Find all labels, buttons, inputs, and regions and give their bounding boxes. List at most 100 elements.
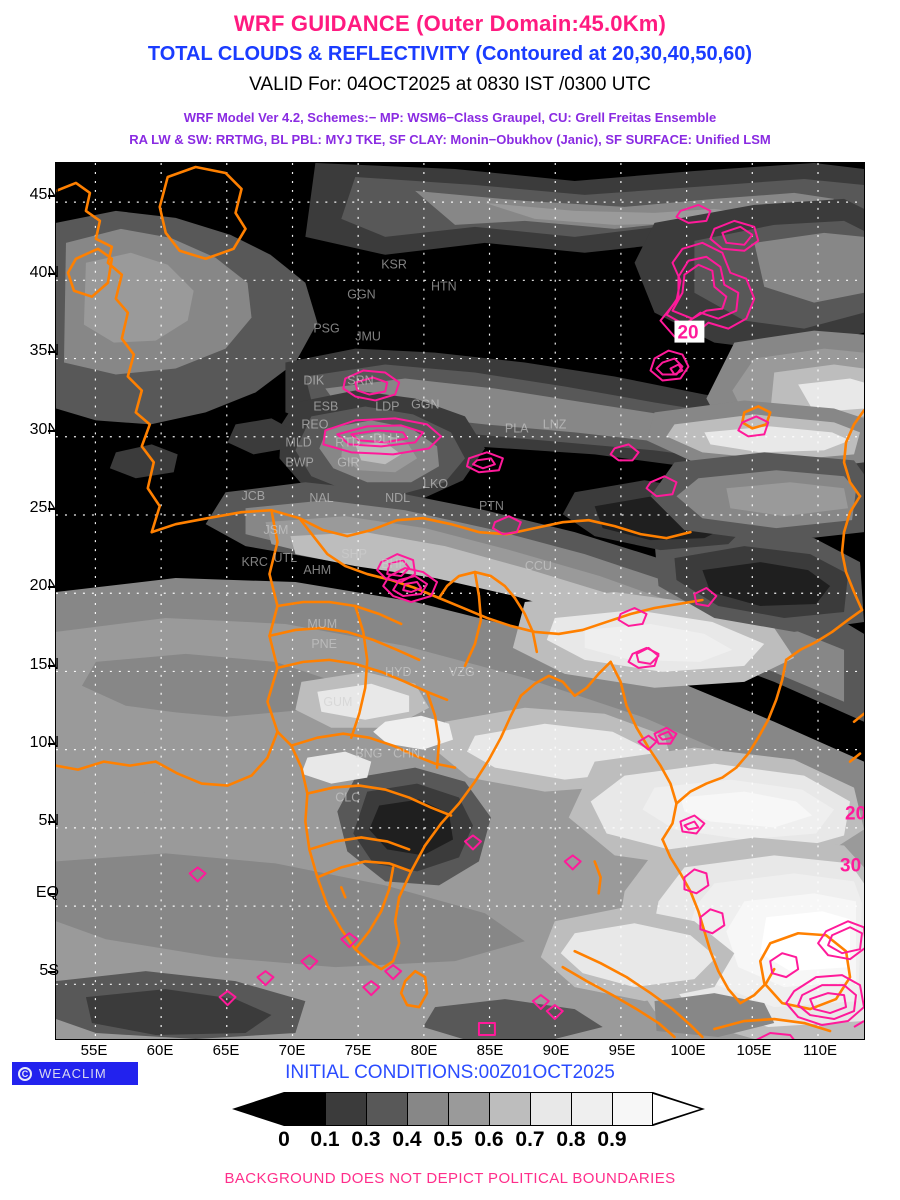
svg-text:GUM: GUM <box>323 695 352 709</box>
svg-text:HTN: HTN <box>431 280 457 294</box>
lon-label-110E: 110E <box>803 1042 837 1059</box>
svg-text:VZG: VZG <box>449 665 475 679</box>
colorbar-cell-5 <box>489 1092 530 1126</box>
svg-text:JMU: JMU <box>355 330 381 344</box>
weaclim-logo[interactable]: C WEACLIM <box>12 1062 138 1085</box>
svg-text:CHN: CHN <box>393 747 420 761</box>
colorbar-cell-0 <box>284 1092 325 1126</box>
svg-text:GIR: GIR <box>337 455 359 469</box>
lat-label-5S: 5S <box>39 962 59 980</box>
svg-text:ESB: ESB <box>313 399 338 413</box>
svg-text:SHP: SHP <box>341 547 367 561</box>
svg-text:BHP: BHP <box>381 557 407 571</box>
colorbar-cell-7 <box>571 1092 612 1126</box>
svg-text:AHM: AHM <box>303 563 331 577</box>
lat-label-30N: 30N <box>29 421 59 438</box>
weaclim-label: WEACLIM <box>39 1066 107 1081</box>
disclaimer-text: BACKGROUND DOES NOT DEPICT POLITICAL BOU… <box>224 1170 676 1187</box>
svg-text:KSR: KSR <box>381 258 407 272</box>
cloud-reflectivity-map: 20 20 30 KSR GGN PSG HTN JMU DIK SRN GGN… <box>56 163 864 1039</box>
svg-text:CCU: CCU <box>525 559 552 573</box>
lon-label-75E: 75E <box>344 1042 372 1059</box>
lat-tick-45N <box>48 195 55 197</box>
svg-text:PSG: PSG <box>313 322 339 336</box>
lat-label-25N: 25N <box>29 499 59 516</box>
lon-label-60E: 60E <box>146 1042 174 1059</box>
lat-tick-25N <box>48 508 55 510</box>
colorbar-cell-3 <box>407 1092 448 1126</box>
colorbar: 0 0.1 0.3 0.4 0.5 0.6 0.7 0.8 0.9 <box>232 1092 705 1151</box>
svg-text:RTD: RTD <box>335 435 360 449</box>
lat-tick-15N <box>48 665 55 667</box>
lon-label-85E: 85E <box>476 1042 504 1059</box>
colorbar-cell-1 <box>325 1092 366 1126</box>
lat-label-5N: 5N <box>39 812 59 830</box>
svg-text:DLH: DLH <box>373 431 398 445</box>
colorbar-label-1: 0.1 <box>310 1128 340 1151</box>
lat-tick-35N <box>48 351 55 353</box>
lon-label-100E: 100E <box>670 1042 706 1059</box>
svg-text:NDL: NDL <box>385 491 410 505</box>
svg-text:HYD: HYD <box>385 665 411 679</box>
colorbar-cell-2 <box>366 1092 407 1126</box>
map-plot-area[interactable]: 20 20 30 KSR GGN PSG HTN JMU DIK SRN GGN… <box>55 162 865 1040</box>
colorbar-label-2: 0.3 <box>351 1128 381 1151</box>
colorbar-extend-high-fill <box>653 1094 700 1124</box>
svg-text:BNG: BNG <box>355 747 382 761</box>
lat-tick-30N <box>48 430 55 432</box>
svg-text:DIK: DIK <box>303 373 324 387</box>
contour-label-30-indonesia: 30 <box>840 855 861 876</box>
colorbar-label-0: 0 <box>278 1128 290 1151</box>
lon-label-105E: 105E <box>736 1042 772 1059</box>
chart-subtitle: TOTAL CLOUDS & REFLECTIVITY (Contoured a… <box>147 43 753 65</box>
colorbar-label-5: 0.6 <box>474 1128 504 1151</box>
svg-text:MLD: MLD <box>285 435 311 449</box>
lon-label-95E: 95E <box>608 1042 636 1059</box>
colorbar-label-7: 0.8 <box>556 1128 586 1151</box>
svg-text:GGN: GGN <box>411 397 439 411</box>
colorbar-label-3: 0.4 <box>392 1128 422 1151</box>
colorbar-cell-6 <box>530 1092 571 1126</box>
lat-tick-10N <box>48 743 55 745</box>
colorbar-label-8: 0.9 <box>597 1128 627 1151</box>
lat-tick-EQ <box>48 893 55 895</box>
lon-label-80E: 80E <box>410 1042 438 1059</box>
initial-conditions-label: INITIAL CONDITIONS:00Z01OCT2025 <box>285 1062 615 1083</box>
lat-label-15N: 15N <box>29 656 59 673</box>
lon-label-70E: 70E <box>278 1042 306 1059</box>
colorbar-cell-8 <box>612 1092 653 1126</box>
svg-text:KRC: KRC <box>242 555 268 569</box>
colorbar-tick-labels: 0 0.1 0.3 0.4 0.5 0.6 0.7 0.8 0.9 <box>232 1128 682 1152</box>
svg-text:PTN: PTN <box>479 499 504 513</box>
lat-tick-40N <box>48 273 55 275</box>
svg-text:LKO: LKO <box>423 477 448 491</box>
svg-text:UTL: UTL <box>273 551 297 565</box>
colorbar-label-6: 0.7 <box>515 1128 545 1151</box>
svg-text:JCB: JCB <box>242 489 266 503</box>
colorbar-cell-4 <box>448 1092 489 1126</box>
svg-text:LDP: LDP <box>375 399 399 413</box>
svg-text:PNE: PNE <box>311 637 337 651</box>
lat-label-20N: 20N <box>29 577 59 594</box>
lat-tick-5S <box>48 971 55 973</box>
lat-label-45N: 45N <box>29 186 59 203</box>
colorbar-label-4: 0.5 <box>433 1128 463 1151</box>
svg-text:BWP: BWP <box>285 455 313 469</box>
svg-text:SRN: SRN <box>347 373 373 387</box>
contour-label-20-china: 20 <box>677 323 698 344</box>
lon-label-65E: 65E <box>212 1042 240 1059</box>
lat-tick-20N <box>48 586 55 588</box>
svg-text:JSM: JSM <box>263 523 288 537</box>
svg-text:GGN: GGN <box>347 288 375 302</box>
svg-text:LNZ: LNZ <box>543 417 567 431</box>
colorbar-extend-low-arrow <box>232 1092 284 1126</box>
lat-label-EQ: EQ <box>36 884 59 902</box>
lat-label-35N: 35N <box>29 342 59 359</box>
lat-label-10N: 10N <box>29 734 59 751</box>
valid-time-label: VALID For: 04OCT2025 at 0830 IST /0300 U… <box>249 74 651 95</box>
svg-text:NAL: NAL <box>309 491 333 505</box>
model-scheme-line-2: RA LW & SW: RRTMG, BL PBL: MYJ TKE, SF C… <box>129 132 771 147</box>
svg-text:MUM: MUM <box>307 617 337 631</box>
svg-text:PLA: PLA <box>505 421 529 435</box>
colorbar-swatches <box>284 1092 653 1126</box>
